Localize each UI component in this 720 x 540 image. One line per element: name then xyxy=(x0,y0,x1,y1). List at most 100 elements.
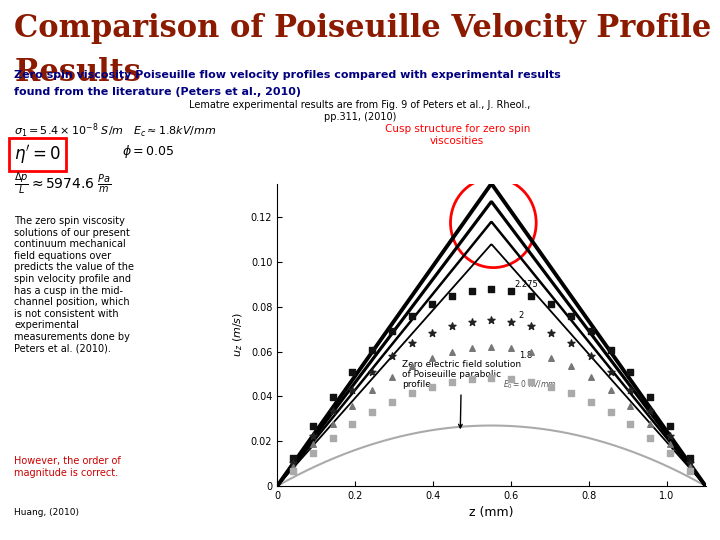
Point xyxy=(565,362,577,370)
Point xyxy=(366,346,378,354)
Point xyxy=(565,312,577,320)
Point xyxy=(406,339,418,347)
Point xyxy=(446,322,457,330)
Point xyxy=(526,322,537,330)
Point xyxy=(684,458,696,467)
Text: Zero electric field solution
of Poiseuille parabolic
profile: Zero electric field solution of Poiseuil… xyxy=(402,360,521,428)
Point xyxy=(644,393,656,402)
Point xyxy=(605,408,616,416)
Point xyxy=(505,286,517,295)
Point xyxy=(346,420,358,428)
Point xyxy=(605,386,616,394)
Point xyxy=(466,375,477,384)
Text: Results: Results xyxy=(14,57,141,87)
Point xyxy=(565,389,577,397)
Point xyxy=(545,354,557,362)
Point xyxy=(307,431,318,440)
Text: The zero spin viscosity
solutions of our present
continuum mechanical
field equa: The zero spin viscosity solutions of our… xyxy=(14,216,135,354)
Point xyxy=(486,316,498,325)
Point xyxy=(486,285,498,293)
Point xyxy=(426,382,438,391)
Point xyxy=(406,312,418,320)
Point xyxy=(644,433,656,442)
Point xyxy=(466,286,477,295)
Point xyxy=(346,401,358,410)
Point xyxy=(665,449,676,458)
Point xyxy=(466,344,477,353)
Point xyxy=(446,378,457,387)
Text: 2: 2 xyxy=(518,311,524,320)
Point xyxy=(426,300,438,308)
Text: Comparison of Poiseuille Velocity Profile: Comparison of Poiseuille Velocity Profil… xyxy=(14,14,712,44)
Text: Cusp structure for zero spin
viscosities: Cusp structure for zero spin viscosities xyxy=(384,124,530,146)
Point xyxy=(565,339,577,347)
Text: $\frac{\Delta p}{L} \approx 5974.6\ \frac{Pa}{m}$: $\frac{\Delta p}{L} \approx 5974.6\ \fra… xyxy=(14,170,112,197)
Text: $\phi = 0.05$: $\phi = 0.05$ xyxy=(122,143,175,160)
Point xyxy=(287,462,299,471)
Point xyxy=(684,454,696,463)
Point xyxy=(446,348,457,356)
Point xyxy=(545,382,557,391)
Point xyxy=(625,368,636,376)
Point xyxy=(545,329,557,338)
Point xyxy=(406,389,418,397)
Point xyxy=(406,362,418,370)
Point xyxy=(387,397,398,406)
X-axis label: z (mm): z (mm) xyxy=(469,507,513,519)
Text: $E_0=0\ kV/mm$: $E_0=0\ kV/mm$ xyxy=(503,379,557,391)
Point xyxy=(585,327,596,335)
Point xyxy=(665,440,676,448)
Text: found from the literature (Peters et al., 2010): found from the literature (Peters et al.… xyxy=(14,87,302,98)
Point xyxy=(327,407,338,416)
Point xyxy=(366,386,378,394)
Text: 2.275: 2.275 xyxy=(515,280,539,289)
Text: Huang, (2010): Huang, (2010) xyxy=(14,508,79,517)
Text: However, the order of
magnitude is correct.: However, the order of magnitude is corre… xyxy=(14,456,121,478)
Point xyxy=(346,368,358,376)
Point xyxy=(505,344,517,353)
Point xyxy=(684,467,696,475)
Point xyxy=(505,375,517,384)
Point xyxy=(625,401,636,410)
Point xyxy=(605,367,616,376)
Point xyxy=(665,431,676,440)
Point xyxy=(605,346,616,354)
Point xyxy=(327,393,338,402)
Point xyxy=(387,327,398,335)
Point xyxy=(684,462,696,471)
Point xyxy=(307,422,318,430)
Point xyxy=(585,397,596,406)
Point xyxy=(644,419,656,428)
Text: $\eta' = 0$: $\eta' = 0$ xyxy=(14,143,61,166)
Point xyxy=(526,348,537,356)
Point xyxy=(426,329,438,338)
Point xyxy=(446,292,457,300)
Point xyxy=(287,458,299,467)
Point xyxy=(505,318,517,326)
Point xyxy=(644,407,656,416)
Point xyxy=(466,318,477,326)
Point xyxy=(585,373,596,381)
Point xyxy=(486,343,498,352)
Text: Lematre experimental results are from Fig. 9 of Peters et al., J. Rheol.,
pp.311: Lematre experimental results are from Fi… xyxy=(189,100,531,122)
Point xyxy=(327,433,338,442)
Point xyxy=(387,352,398,360)
Point xyxy=(426,354,438,362)
Point xyxy=(307,440,318,448)
Text: Zero spin viscosity Poiseuille flow velocity profiles compared with experimental: Zero spin viscosity Poiseuille flow velo… xyxy=(14,70,561,80)
Point xyxy=(625,420,636,428)
Point xyxy=(585,352,596,360)
Point xyxy=(486,374,498,383)
Point xyxy=(366,408,378,416)
Point xyxy=(625,386,636,394)
Point xyxy=(287,467,299,475)
Point xyxy=(327,419,338,428)
Point xyxy=(526,378,537,387)
Y-axis label: $u_z\ (m/s)$: $u_z\ (m/s)$ xyxy=(232,312,246,357)
Point xyxy=(545,300,557,308)
Text: 1.8: 1.8 xyxy=(518,352,532,360)
Point xyxy=(287,454,299,463)
Point xyxy=(665,422,676,430)
Text: $\sigma_1 = 5.4\times10^{-8}\ S/m$   $E_c \approx 1.8kV/mm$: $\sigma_1 = 5.4\times10^{-8}\ S/m$ $E_c … xyxy=(14,122,217,140)
Point xyxy=(346,386,358,394)
